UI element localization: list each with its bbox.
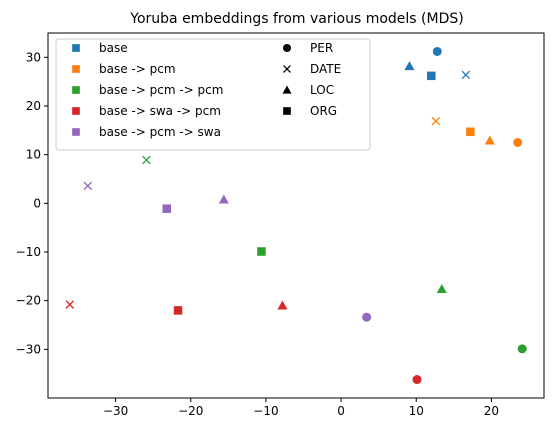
legend-series-label: base -> swa -> pcm xyxy=(99,104,221,118)
data-point-org xyxy=(162,204,171,213)
data-point-date xyxy=(83,181,93,191)
x-tick-label: 20 xyxy=(484,404,499,418)
axis-ticks: −30 −20 −10 0 10 20 −30 −20 −10 0 10 20 30 xyxy=(16,50,499,418)
y-tick-label: −20 xyxy=(16,294,41,308)
legend-series-label: base xyxy=(99,41,128,55)
legend-marker-loc xyxy=(282,85,292,94)
data-point-org xyxy=(257,247,266,256)
data-point-loc xyxy=(436,283,447,293)
legend-marker-label: ORG xyxy=(310,104,337,118)
chart-title: Yoruba embeddings from various models (M… xyxy=(129,11,463,27)
data-point-date xyxy=(142,155,151,165)
y-tick-label: 0 xyxy=(33,196,41,210)
data-point-org xyxy=(427,71,436,81)
data-point-per xyxy=(362,312,372,322)
legend-swatch xyxy=(72,86,80,94)
data-point-date xyxy=(431,116,441,126)
legend-box xyxy=(55,38,371,151)
data-point-date xyxy=(65,300,75,309)
x-tick-label: 10 xyxy=(409,404,424,418)
y-tick-label: −30 xyxy=(16,342,41,356)
x-tick-label: −30 xyxy=(103,404,128,418)
x-tick-label: 0 xyxy=(337,404,345,418)
legend-marker-date xyxy=(283,65,291,73)
data-point-loc xyxy=(277,300,288,310)
legend-marker-per xyxy=(282,43,292,53)
legend-series-label: base -> pcm -> swa xyxy=(99,125,221,139)
plot-frame xyxy=(47,32,545,399)
y-tick-label: 30 xyxy=(26,50,41,64)
data-point-org xyxy=(466,127,475,137)
data-point-per xyxy=(517,344,527,354)
data-point-org xyxy=(173,306,183,315)
legend-swatch xyxy=(72,44,80,52)
x-tick-label: −10 xyxy=(253,404,278,418)
data-point-loc xyxy=(218,194,229,204)
data-point-loc xyxy=(484,135,495,145)
legend-swatch xyxy=(72,107,80,115)
y-tick-label: 10 xyxy=(26,148,41,162)
data-point-per xyxy=(412,375,422,385)
legend-marker-label: LOC xyxy=(310,83,334,97)
legend-marker-org xyxy=(283,107,291,115)
data-point-date xyxy=(461,70,471,80)
legend-swatch xyxy=(72,65,80,73)
data-point-per xyxy=(513,138,523,147)
data-point-per xyxy=(432,46,442,56)
legend-marker-label: DATE xyxy=(310,62,341,76)
legend-marker-label: PER xyxy=(310,41,333,55)
data-point-loc xyxy=(404,61,415,71)
legend-swatch xyxy=(72,128,80,136)
legend-series-label: base -> pcm xyxy=(99,62,176,76)
legend: base base -> pcm base -> pcm -> pcm base ->… xyxy=(55,38,371,151)
legend-series-label: base -> pcm -> pcm xyxy=(99,83,223,97)
y-tick-label: −10 xyxy=(16,245,41,259)
x-tick-label: −20 xyxy=(178,404,203,418)
plot-area xyxy=(65,46,527,385)
y-tick-label: 20 xyxy=(26,99,41,113)
